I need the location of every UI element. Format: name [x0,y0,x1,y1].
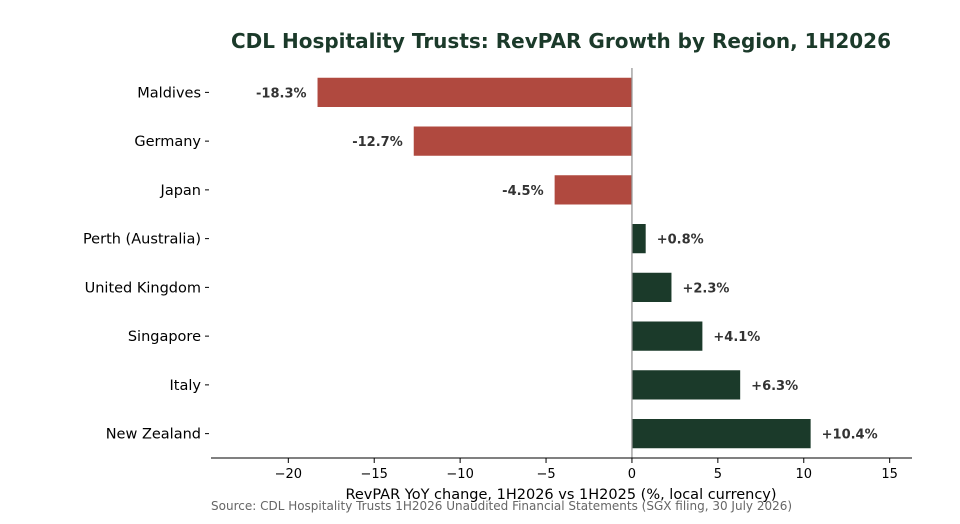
x-tick-label: −10 [446,467,473,482]
data-label: +2.3% [682,281,729,296]
bar [631,370,741,400]
bars-layer [317,68,811,458]
y-tick-label: Germany [134,134,201,150]
data-label: +6.3% [751,379,798,394]
bar [317,77,632,107]
x-tick-label: −5 [536,467,555,482]
y-axis: Maldives Germany Japan Perth (Australia) Uni… [83,85,209,443]
bar [554,175,632,205]
data-label: +4.1% [713,330,760,345]
x-tick-label: 15 [881,467,898,482]
bar [631,224,646,254]
y-tick-label: Singapore [128,329,201,345]
y-tick-label: United Kingdom [85,280,201,296]
bar [631,321,703,351]
data-label: +0.8% [657,233,704,248]
bar [413,126,632,156]
data-label: -4.5% [502,184,543,199]
x-tick-label: −20 [275,467,302,482]
y-tick-label: Maldives [137,85,201,101]
source-note: Source: CDL Hospitality Trusts 1H2026 Un… [211,499,792,513]
data-labels-layer: -18.3% -12.7% -4.5% +0.8% +2.3% +4.1% +6.3% +10… [256,86,878,442]
x-tick-label: −15 [361,467,388,482]
data-label: -18.3% [256,86,307,101]
y-tick-label: Japan [160,183,201,199]
y-tick-label: New Zealand [106,427,201,443]
chart-title: CDL Hospitality Trusts: RevPAR Growth by… [231,29,891,53]
x-tick-label: 10 [795,467,812,482]
y-tick-label: Italy [170,378,202,394]
bar [631,272,672,302]
y-tick-label: Perth (Australia) [83,232,201,248]
x-axis-label: RevPAR YoY change, 1H2026 vs 1H2025 (%, … [345,487,776,503]
bar [631,419,811,449]
data-label: +10.4% [822,428,878,443]
x-tick-label: 0 [628,467,636,482]
x-tick-label: 5 [714,467,722,482]
data-label: -12.7% [352,135,403,150]
x-axis: −20 −15 −10 −5 0 5 10 15 [211,457,912,482]
